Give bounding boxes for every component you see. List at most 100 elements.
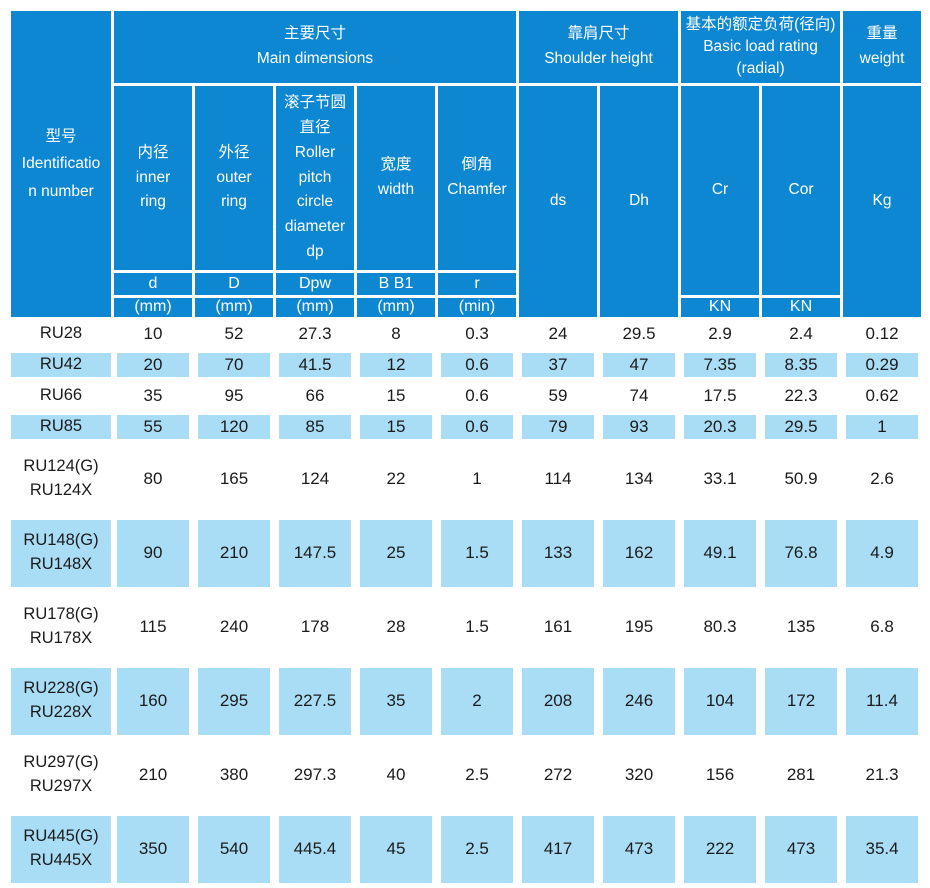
unit-mm-dpw: (mm) xyxy=(276,298,354,317)
model-cell: RU66 xyxy=(11,381,111,410)
model-cell: RU228(G) RU228X xyxy=(11,665,111,737)
value-cell: 195 xyxy=(600,591,679,663)
value-cell: 7.35 xyxy=(681,350,760,379)
value-cell: 93 xyxy=(600,412,679,441)
value-cell: 6.8 xyxy=(843,591,922,663)
header-group-main-dimensions: 主要尺寸 Main dimensions xyxy=(114,11,517,83)
value-cell: 55 xyxy=(114,412,192,441)
model-cell: RU42 xyxy=(11,350,111,379)
unit-mm-D: (mm) xyxy=(195,298,273,317)
model-cell: RU124(G) RU124X xyxy=(11,443,111,515)
value-cell: 15 xyxy=(357,412,435,441)
value-cell: 27.3 xyxy=(276,320,354,348)
symbol-b-b1: B B1 xyxy=(357,273,435,295)
symbol-D: D xyxy=(195,273,273,295)
value-cell: 33.1 xyxy=(681,443,760,515)
value-cell: 172 xyxy=(762,665,841,737)
value-cell: 114 xyxy=(519,443,598,515)
value-cell: 80.3 xyxy=(681,591,760,663)
value-cell: 297.3 xyxy=(276,739,354,811)
value-cell: 52 xyxy=(195,320,273,348)
value-cell: 0.62 xyxy=(843,381,922,410)
value-cell: 21.3 xyxy=(843,739,922,811)
table-row: RU42 20 70 41.5 12 0.6 37 47 7.35 8.35 0.29 xyxy=(11,350,922,379)
unit-mm-d: (mm) xyxy=(114,298,192,317)
header-inner-ring: 内径 inner ring xyxy=(114,86,192,270)
header-unit-row: (mm) (mm) (mm) (mm) (min) KN KN xyxy=(11,298,921,317)
value-cell: 540 xyxy=(195,813,273,885)
value-cell: 2.9 xyxy=(681,320,760,348)
value-cell: 22.3 xyxy=(762,381,841,410)
value-cell: 135 xyxy=(762,591,841,663)
value-cell: 0.6 xyxy=(438,381,517,410)
header-dh: Dh xyxy=(600,86,679,317)
value-cell: 320 xyxy=(600,739,679,811)
header-kg: Kg xyxy=(843,86,922,317)
value-cell: 10 xyxy=(114,320,192,348)
value-cell: 90 xyxy=(114,517,192,589)
value-cell: 45 xyxy=(357,813,435,885)
value-cell: 160 xyxy=(114,665,192,737)
value-cell: 0.3 xyxy=(438,320,517,348)
value-cell: 281 xyxy=(762,739,841,811)
header-ds: ds xyxy=(519,86,598,317)
value-cell: 227.5 xyxy=(276,665,354,737)
value-cell: 246 xyxy=(600,665,679,737)
value-cell: 2 xyxy=(438,665,517,737)
value-cell: 20.3 xyxy=(681,412,760,441)
value-cell: 50.9 xyxy=(762,443,841,515)
value-cell: 2.5 xyxy=(438,739,517,811)
header-group-row: 型号 Identificatio n number 主要尺寸 Main dime… xyxy=(11,11,922,317)
value-cell: 79 xyxy=(519,412,598,441)
model-cell: RU28 xyxy=(11,320,111,348)
value-cell: 0.6 xyxy=(438,350,517,379)
model-cell: RU445(G) RU445X xyxy=(11,813,111,885)
value-cell: 20 xyxy=(114,350,192,379)
value-cell: 29.5 xyxy=(600,320,679,348)
value-cell: 1 xyxy=(843,412,922,441)
value-cell: 473 xyxy=(600,813,679,885)
value-cell: 178 xyxy=(276,591,354,663)
symbol-r: r xyxy=(438,273,517,295)
header-group-basic-load-rating: 基本的额定负荷(径向) Basic load rating (radial) xyxy=(681,11,841,83)
value-cell: 445.4 xyxy=(276,813,354,885)
header-width: 宽度 width xyxy=(357,86,435,270)
value-cell: 35.4 xyxy=(843,813,922,885)
value-cell: 29.5 xyxy=(762,412,841,441)
value-cell: 37 xyxy=(519,350,598,379)
value-cell: 25 xyxy=(357,517,435,589)
value-cell: 40 xyxy=(357,739,435,811)
table-row: RU228(G) RU228X 160 295 227.5 35 2 208 246 104 17… xyxy=(11,665,922,737)
value-cell: 80 xyxy=(114,443,192,515)
header-chamfer: 倒角 Chamfer xyxy=(438,86,517,270)
value-cell: 295 xyxy=(195,665,273,737)
table-row: RU66 35 95 66 15 0.6 59 74 17.5 22.3 0.62 xyxy=(11,381,922,410)
table-row: RU178(G) RU178X 115 240 178 28 1.5 161 195 80.3 1… xyxy=(11,591,922,663)
value-cell: 24 xyxy=(519,320,598,348)
value-cell: 22 xyxy=(357,443,435,515)
value-cell: 350 xyxy=(114,813,192,885)
value-cell: 2.4 xyxy=(762,320,841,348)
value-cell: 240 xyxy=(195,591,273,663)
value-cell: 15 xyxy=(357,381,435,410)
table-body: RU28 10 52 27.3 8 0.3 24 29.5 2.9 2.4 0.12 RU42 20 70… xyxy=(11,320,922,885)
table-row: RU28 10 52 27.3 8 0.3 24 29.5 2.9 2.4 0.12 xyxy=(11,320,922,348)
value-cell: 120 xyxy=(195,412,273,441)
value-cell: 35 xyxy=(357,665,435,737)
value-cell: 1.5 xyxy=(438,517,517,589)
value-cell: 147.5 xyxy=(276,517,354,589)
value-cell: 59 xyxy=(519,381,598,410)
value-cell: 74 xyxy=(600,381,679,410)
value-cell: 35 xyxy=(114,381,192,410)
value-cell: 41.5 xyxy=(276,350,354,379)
header-cr: Cr xyxy=(681,86,760,295)
symbol-d: d xyxy=(114,273,192,295)
unit-mm-b: (mm) xyxy=(357,298,435,317)
header-group-shoulder-height: 靠肩尺寸 Shoulder height xyxy=(519,11,679,83)
value-cell: 2.5 xyxy=(438,813,517,885)
unit-min-r: (min) xyxy=(438,298,517,317)
value-cell: 162 xyxy=(600,517,679,589)
value-cell: 156 xyxy=(681,739,760,811)
header-identification-number: 型号 Identificatio n number xyxy=(11,11,111,317)
value-cell: 2.6 xyxy=(843,443,922,515)
